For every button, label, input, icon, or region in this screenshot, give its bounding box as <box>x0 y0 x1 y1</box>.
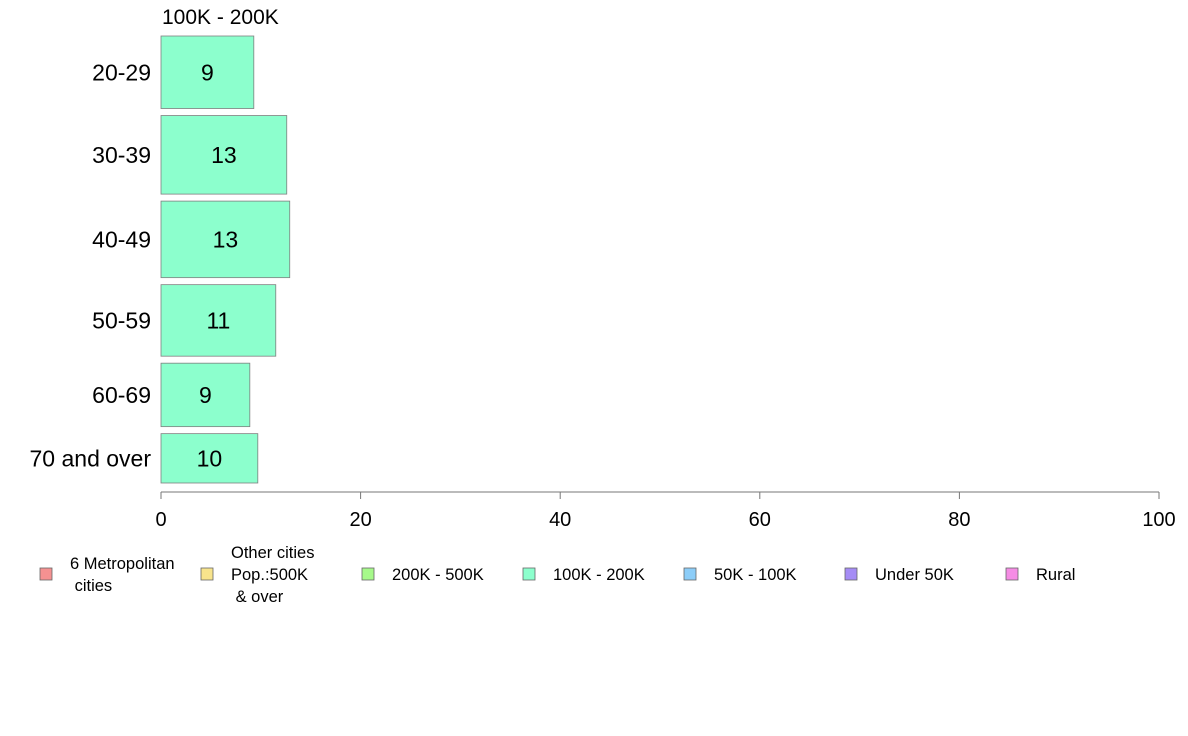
category-label: 30-39 <box>92 142 151 168</box>
legend-label-line: 200K - 500K <box>392 566 484 584</box>
legend-label-line: & over <box>231 588 284 606</box>
legend-label: 6 Metropolitan cities <box>70 555 175 595</box>
legend-swatch <box>200 567 214 581</box>
legend-swatch <box>844 567 858 581</box>
bar-60-69 <box>160 362 251 428</box>
category-label: 60-69 <box>92 382 151 408</box>
category-label: 40-49 <box>92 226 151 252</box>
bar-value-label: 11 <box>206 307 230 333</box>
legend-label-line: Under 50K <box>875 566 954 584</box>
legend-label-line: Rural <box>1036 566 1075 584</box>
bar-value-label: 13 <box>211 142 237 168</box>
bar-value-label: 9 <box>199 382 212 408</box>
category-label: 50-59 <box>92 307 151 333</box>
x-tick-label: 20 <box>349 509 371 531</box>
legend-label: Under 50K <box>875 566 954 584</box>
x-tick-label: 60 <box>749 509 771 531</box>
bar-value-label: 13 <box>213 226 239 252</box>
legend-label-line: 6 Metropolitan <box>70 555 175 573</box>
legend-swatch <box>522 567 536 581</box>
legend-label-line: cities <box>70 577 112 595</box>
bar-50-59 <box>160 284 277 357</box>
x-tick-label: 0 <box>155 509 166 531</box>
x-axis: 0 20 40 60 80 100 <box>155 491 1176 531</box>
legend-label: Other cities Pop.:500K & over <box>231 544 314 606</box>
category-label: 20-29 <box>92 59 151 85</box>
legend-label-line: 50K - 100K <box>714 566 797 584</box>
x-tick-label: 80 <box>948 509 970 531</box>
bar-70-and-over <box>160 433 259 484</box>
legend-swatch <box>683 567 697 581</box>
chart-title: 100K - 200K <box>162 6 279 29</box>
legend-swatch <box>39 567 53 581</box>
bars-group: 9 20-29 13 30-39 13 40-49 11 50-59 9 60-69 10 70 an… <box>30 35 291 484</box>
bar-value-label: 10 <box>197 445 223 471</box>
x-tick-label: 40 <box>549 509 571 531</box>
legend-label: 50K - 100K <box>714 566 797 584</box>
bar-30-39 <box>160 115 288 195</box>
legend-label-line: Other cities <box>231 544 314 562</box>
legend-label-line: 100K - 200K <box>553 566 645 584</box>
bar-value-label: 9 <box>201 59 214 85</box>
bar-20-29 <box>160 35 255 109</box>
legend-label: Rural <box>1036 566 1075 584</box>
legend-label: 200K - 500K <box>392 566 484 584</box>
legend-label-line: Pop.:500K <box>231 566 308 584</box>
x-tick-label: 100 <box>1142 509 1175 531</box>
legend-swatch <box>361 567 375 581</box>
legend: 6 Metropolitan cities Other cities Pop.:50… <box>39 544 1075 606</box>
legend-swatch <box>1005 567 1019 581</box>
legend-label: 100K - 200K <box>553 566 645 584</box>
category-label: 70 and over <box>30 445 152 471</box>
bar-40-49 <box>160 200 291 279</box>
